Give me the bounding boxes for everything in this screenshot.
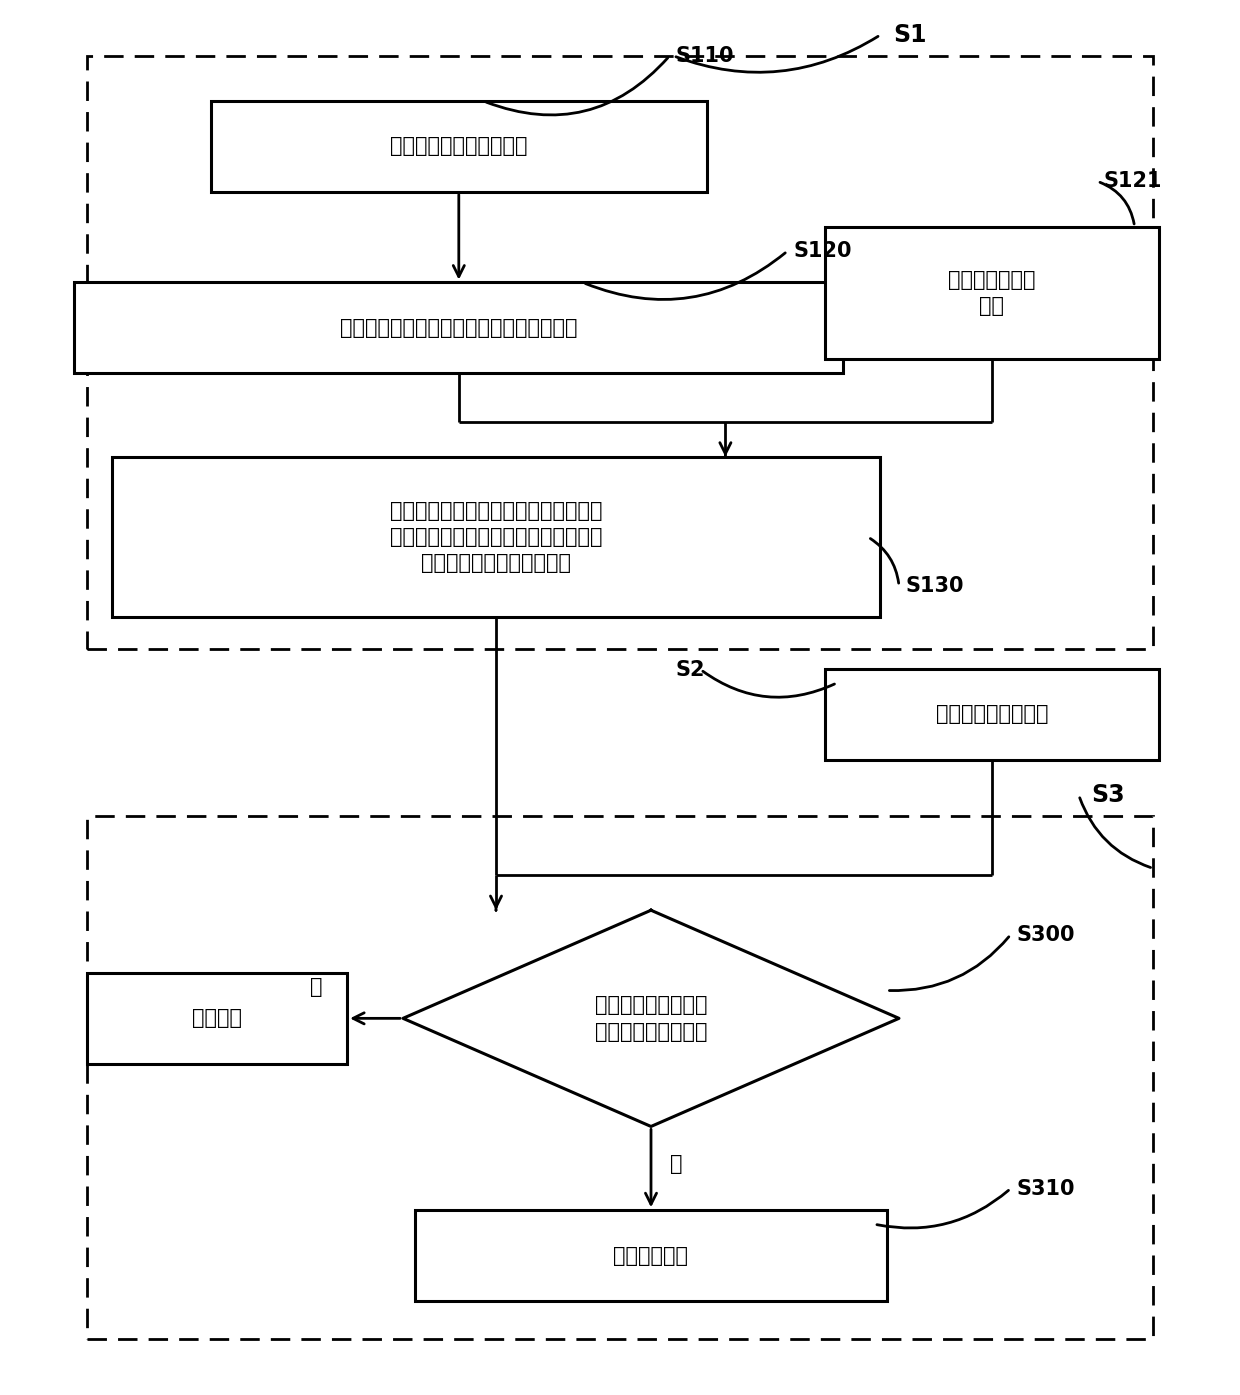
Bar bbox=[112, 458, 880, 617]
Text: S130: S130 bbox=[905, 576, 963, 596]
Text: S120: S120 bbox=[794, 241, 852, 261]
Bar bbox=[74, 282, 843, 372]
Text: 发出超速提醒: 发出超速提醒 bbox=[614, 1246, 688, 1265]
Bar bbox=[87, 56, 1153, 649]
Text: 根据车道数量、车辆所处车道及车辆的
车型信息与预存的高速道路信息表中的
映射关系获得车辆的限速値: 根据车道数量、车辆所处车道及车辆的 车型信息与预存的高速道路信息表中的 映射关系… bbox=[389, 501, 603, 573]
Text: S110: S110 bbox=[676, 46, 734, 66]
Text: S2: S2 bbox=[676, 660, 706, 679]
Bar bbox=[415, 1209, 887, 1300]
Text: 是: 是 bbox=[670, 1155, 682, 1175]
Text: 采集车辆前方道路的图像: 采集车辆前方道路的图像 bbox=[391, 137, 527, 156]
Bar bbox=[87, 816, 1153, 1339]
Text: S3: S3 bbox=[1091, 783, 1125, 808]
Bar bbox=[825, 670, 1159, 759]
Polygon shape bbox=[403, 910, 899, 1127]
Text: 否: 否 bbox=[310, 978, 322, 997]
Text: 根据所述图像获得车道数量及车辆所处车道: 根据所述图像获得车道数量及车辆所处车道 bbox=[340, 318, 578, 338]
Text: S310: S310 bbox=[1017, 1179, 1075, 1198]
Bar bbox=[87, 974, 347, 1063]
Bar bbox=[211, 102, 707, 191]
Bar bbox=[825, 226, 1159, 359]
Text: S1: S1 bbox=[893, 22, 926, 47]
Text: 获取车辆的车型
信息: 获取车辆的车型 信息 bbox=[949, 269, 1035, 317]
Text: S121: S121 bbox=[1104, 172, 1162, 191]
Text: 正常行驶: 正常行驶 bbox=[192, 1009, 242, 1028]
Text: 测量车辆的实时速度: 测量车辆的实时速度 bbox=[936, 704, 1048, 724]
Text: 判断车辆的实时速度
是否大于所述限速値: 判断车辆的实时速度 是否大于所述限速値 bbox=[595, 995, 707, 1042]
Text: S300: S300 bbox=[1017, 925, 1075, 944]
